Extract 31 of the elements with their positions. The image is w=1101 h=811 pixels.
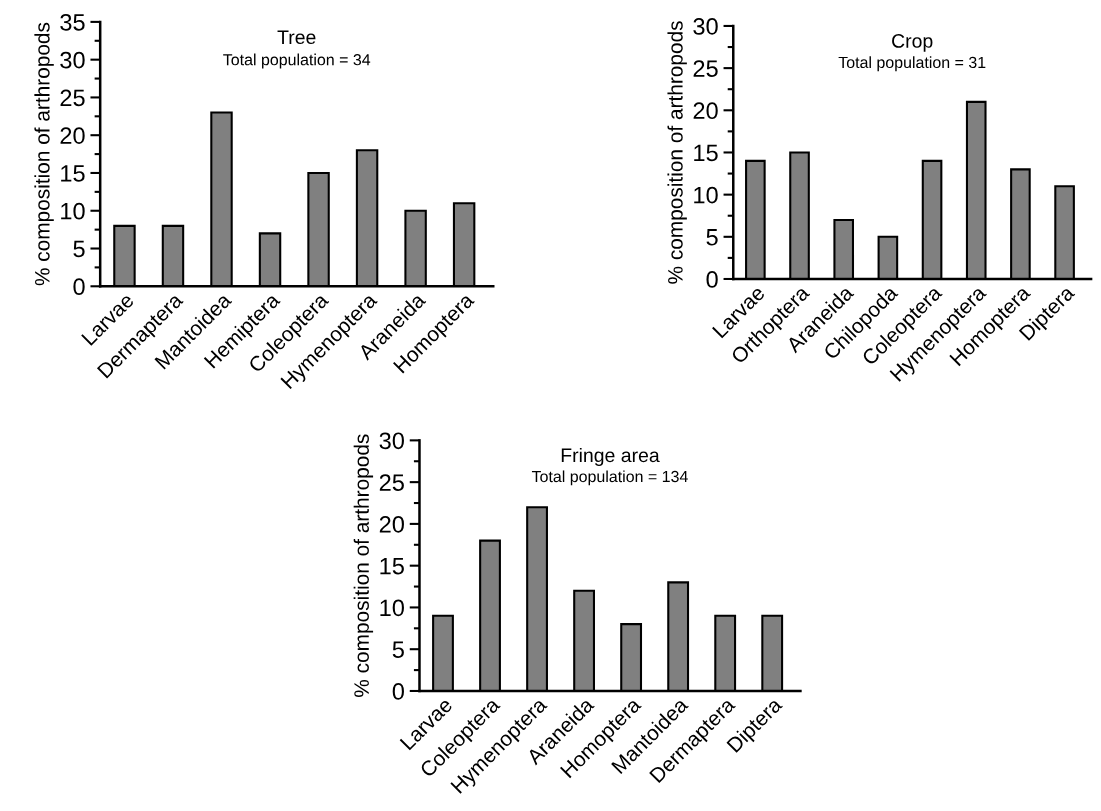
y-tick-label: 10 xyxy=(380,599,404,617)
y-tick-label: 30 xyxy=(693,18,718,35)
y-tick-label: 5 xyxy=(392,641,404,658)
y-tick-label: 30 xyxy=(60,51,85,69)
y-tick-label: 10 xyxy=(694,186,718,204)
y-axis-title: % composition of arthropods xyxy=(34,22,54,286)
y-tick-label: 10 xyxy=(61,202,85,220)
y-tick-label: 5 xyxy=(73,240,85,258)
y-tick-label: 25 xyxy=(693,60,718,77)
y-tick-label: 0 xyxy=(706,271,718,288)
text: Total population = 134 xyxy=(531,470,688,486)
chart-title: Crop xyxy=(892,34,933,52)
y-axis-title: % composition of arthropods xyxy=(353,434,374,697)
y-tick-label: 35 xyxy=(60,13,85,31)
y-tick-label: 0 xyxy=(392,683,404,700)
y-tick-label: 15 xyxy=(61,165,85,182)
chart-title: Tree xyxy=(277,30,316,45)
y-tick-label: 30 xyxy=(379,432,404,450)
y-tick-label: 15 xyxy=(694,144,718,162)
chart-title: Fringe area xyxy=(561,447,660,467)
text: Total population = 34 xyxy=(223,53,371,69)
y-tick-label: 15 xyxy=(380,557,404,575)
y-tick-label: 20 xyxy=(693,102,718,120)
y-tick-label: 20 xyxy=(379,515,404,533)
y-tick-label: 0 xyxy=(73,278,85,296)
y-tick-label: 5 xyxy=(706,229,718,246)
y-axis-title: % composition of arthropods xyxy=(667,21,687,284)
text: Total population = 31 xyxy=(838,56,986,72)
y-tick-label: 25 xyxy=(60,89,85,107)
y-tick-label: 25 xyxy=(379,474,404,491)
y-tick-label: 20 xyxy=(60,127,85,144)
